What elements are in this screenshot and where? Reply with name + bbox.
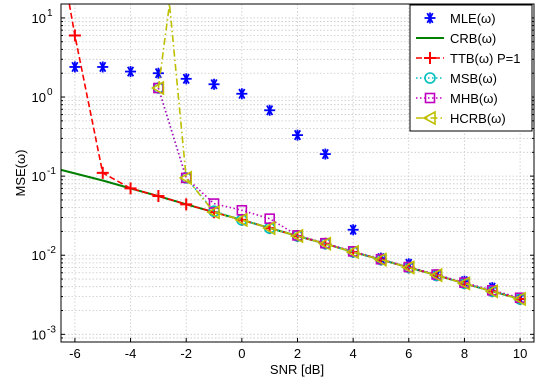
data-point [208,78,220,90]
legend: MLE(ω) CRB(ω) TTB(ω) P=1 MSB(ω) MHB(ω) HCRB(ω… [409,4,533,132]
y-tick-label-exponent: 1 [47,8,53,19]
y-tick-label-base: 10 [32,248,46,263]
data-point [289,228,304,244]
y-tick-label-exponent: 0 [47,87,53,98]
data-point [68,29,81,42]
legend-marker [424,12,436,24]
data-point [69,61,81,73]
legend-marker [424,92,436,104]
data-point [319,148,331,160]
x-tick-label: -4 [125,346,137,361]
legend-box [409,4,533,132]
series-5 [150,3,526,307]
legend-label: HCRB(ω) [450,111,506,126]
data-point [97,61,109,73]
data-point [96,166,109,179]
series-layer [60,3,527,307]
legend-entry: MHB(ω) [416,91,498,106]
legend-entry: MLE(ω) [424,11,496,26]
legend-entry: MSB(ω) [416,71,497,86]
data-point [512,291,526,307]
data-point [234,212,248,228]
data-point [292,129,303,141]
y-tick-label-base: 10 [32,327,46,342]
legend-entry: TTB(ω) P=1 [416,51,520,66]
data-point [178,170,193,186]
legend-entry: HCRB(ω) [416,110,506,126]
data-point [428,267,443,283]
x-tick-label: -2 [180,346,192,361]
data-point [150,80,165,96]
legend-marker [424,52,436,64]
data-point [264,104,276,116]
data-point [262,220,276,236]
x-axis-label: SNR [dB] [270,362,324,377]
x-tick-label: -6 [69,346,81,361]
x-tick-label: 4 [350,346,357,361]
x-tick-label: 2 [294,346,301,361]
y-tick-label: 10 0 [32,87,53,105]
data-point [180,73,192,85]
data-point [401,260,415,275]
legend-label: MSB(ω) [450,71,497,86]
legend-marker [424,72,436,84]
data-point [345,244,359,260]
legend-marker [422,110,436,126]
x-tick-label: 6 [405,346,412,361]
series-line [157,3,521,300]
y-tick-label-base: 10 [32,169,46,184]
data-point [373,252,387,267]
data-point [317,236,332,252]
legend-label: MHB(ω) [450,91,498,106]
data-point [236,88,248,100]
y-tick-label-exponent: -1 [47,166,56,177]
data-point [180,198,193,211]
y-tick-label-base: 10 [32,11,46,26]
data-point [347,224,359,236]
y-tick-label: 10 -3 [32,324,57,342]
x-tick-label: 10 [513,346,527,361]
y-tick-label: 10 -2 [32,245,57,263]
y-axis-label: MSE(ω) [13,150,28,197]
legend-label: CRB(ω) [450,31,496,46]
data-point [206,204,220,220]
data-point [236,204,248,216]
y-tick-label-base: 10 [32,90,46,105]
data-point [152,190,165,203]
legend-label: TTB(ω) P=1 [450,51,520,66]
x-tick-label: 0 [238,346,245,361]
y-tick-label-exponent: -2 [47,245,56,256]
x-tick-label: 8 [461,346,468,361]
data-point [264,213,275,224]
legend-entry: CRB(ω) [416,31,496,46]
y-tick-label-exponent: -3 [47,324,56,335]
y-tick-label: 10 -1 [32,166,57,184]
data-point [456,276,471,291]
y-tick-label: 10 1 [32,8,53,26]
data-point [124,182,137,195]
legend-label: MLE(ω) [450,11,496,26]
data-point [484,283,499,299]
data-point [125,66,137,78]
